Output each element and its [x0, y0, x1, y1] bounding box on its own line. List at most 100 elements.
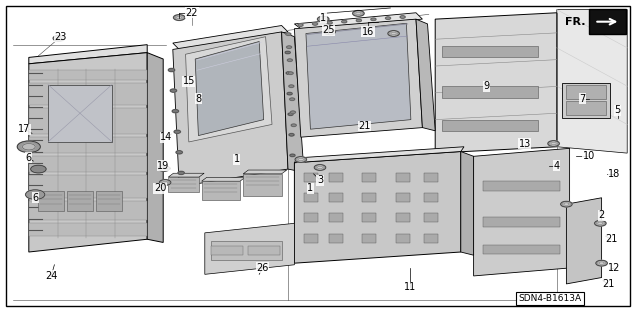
Text: 7: 7 — [579, 94, 586, 104]
Polygon shape — [29, 108, 147, 134]
Polygon shape — [195, 41, 264, 136]
Polygon shape — [168, 173, 204, 177]
Polygon shape — [29, 223, 147, 236]
Bar — [67, 191, 93, 211]
Bar — [329, 234, 343, 242]
Bar — [248, 246, 280, 255]
Circle shape — [168, 69, 175, 72]
Bar — [362, 234, 376, 242]
Text: 9: 9 — [483, 81, 490, 91]
Bar — [48, 85, 112, 142]
Polygon shape — [173, 32, 288, 187]
Bar — [483, 182, 560, 191]
Circle shape — [327, 21, 332, 24]
Polygon shape — [416, 19, 435, 131]
Circle shape — [56, 37, 61, 40]
Circle shape — [295, 157, 307, 162]
Polygon shape — [186, 37, 272, 142]
Circle shape — [287, 59, 292, 62]
Polygon shape — [294, 152, 461, 263]
Polygon shape — [29, 137, 147, 153]
Circle shape — [551, 142, 556, 145]
Polygon shape — [435, 13, 557, 153]
Circle shape — [312, 23, 317, 25]
Text: 2: 2 — [598, 210, 605, 220]
Text: 6: 6 — [32, 193, 38, 203]
Text: 17: 17 — [18, 124, 31, 134]
Circle shape — [285, 33, 291, 35]
Circle shape — [289, 85, 294, 87]
Text: 19: 19 — [157, 161, 170, 171]
Bar — [442, 86, 538, 98]
Bar — [424, 234, 438, 242]
Circle shape — [321, 18, 326, 20]
Bar — [211, 246, 243, 255]
Polygon shape — [29, 45, 147, 64]
Circle shape — [288, 113, 293, 115]
Text: SDN4-B1613A: SDN4-B1613A — [518, 294, 582, 303]
Bar — [96, 191, 122, 211]
Circle shape — [291, 124, 296, 127]
Circle shape — [371, 18, 376, 21]
Text: 12: 12 — [608, 263, 621, 273]
Circle shape — [161, 167, 166, 170]
Circle shape — [290, 154, 295, 157]
Bar — [304, 193, 318, 202]
Circle shape — [285, 51, 291, 54]
Text: 4: 4 — [554, 161, 560, 171]
Polygon shape — [202, 177, 245, 181]
Circle shape — [388, 31, 399, 36]
Bar — [243, 174, 282, 196]
Circle shape — [22, 144, 35, 150]
Polygon shape — [474, 148, 570, 276]
Polygon shape — [173, 26, 288, 49]
Bar — [396, 193, 410, 202]
Polygon shape — [282, 32, 304, 172]
Bar — [396, 213, 410, 222]
Bar — [589, 9, 626, 34]
Polygon shape — [461, 152, 474, 255]
Bar — [362, 173, 376, 182]
Polygon shape — [566, 198, 602, 284]
Circle shape — [289, 98, 294, 100]
Circle shape — [317, 16, 329, 22]
Circle shape — [287, 93, 292, 95]
Bar — [566, 85, 606, 99]
Text: 3: 3 — [317, 175, 323, 185]
Circle shape — [598, 222, 603, 225]
Circle shape — [548, 141, 559, 146]
Bar — [424, 193, 438, 202]
Circle shape — [385, 17, 390, 19]
Circle shape — [17, 141, 40, 152]
Bar — [396, 234, 410, 242]
Circle shape — [298, 158, 303, 161]
Circle shape — [31, 165, 46, 173]
Bar — [168, 177, 199, 192]
Circle shape — [177, 16, 182, 19]
Polygon shape — [29, 83, 147, 105]
Circle shape — [163, 181, 168, 184]
Bar — [329, 193, 343, 202]
Circle shape — [53, 35, 65, 41]
Text: 11: 11 — [403, 282, 416, 292]
Circle shape — [176, 151, 182, 154]
Circle shape — [356, 12, 361, 15]
Circle shape — [159, 180, 171, 185]
Polygon shape — [147, 53, 163, 242]
Polygon shape — [294, 147, 464, 163]
Text: 21: 21 — [605, 234, 618, 244]
Circle shape — [298, 24, 303, 26]
Text: 25: 25 — [322, 25, 335, 35]
Bar — [304, 213, 318, 222]
Bar — [304, 234, 318, 242]
Circle shape — [342, 20, 347, 23]
Text: 5: 5 — [614, 105, 621, 115]
Text: 13: 13 — [518, 138, 531, 149]
Text: 1: 1 — [320, 12, 326, 23]
Bar — [562, 83, 610, 118]
Text: 10: 10 — [582, 151, 595, 161]
Circle shape — [174, 130, 180, 133]
Circle shape — [400, 16, 405, 18]
Circle shape — [173, 15, 185, 20]
Text: 1: 1 — [234, 154, 240, 165]
